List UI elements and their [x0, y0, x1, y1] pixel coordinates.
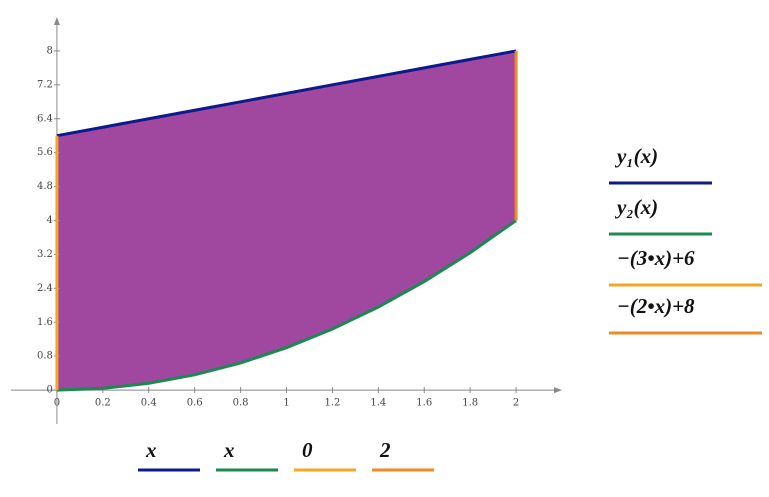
x-legend-label: 0 — [302, 438, 313, 462]
legend-label: −(3•x)+6 — [617, 246, 695, 270]
y-tick-label: 3.2 — [37, 249, 53, 260]
series-line — [56, 49, 517, 138]
legend-label: y₁(x) — [614, 144, 658, 168]
y-tick-label: 1.6 — [37, 317, 53, 328]
x-legend-label: x — [145, 438, 157, 462]
y-tick-label: 2.4 — [37, 283, 53, 294]
x-tick-label: 0.6 — [187, 398, 203, 409]
x-tick-label: 0 — [54, 398, 60, 409]
y-tick-label: 0 — [47, 385, 53, 396]
x-tick-label: 2 — [513, 398, 519, 409]
x-tick-label: 1 — [283, 398, 289, 409]
y-tick-label: 5.6 — [37, 147, 53, 158]
x-tick-label: 1.8 — [462, 398, 478, 409]
fill-region — [56, 50, 517, 391]
y-tick-label: 7.2 — [37, 79, 53, 90]
x-legend-label: 2 — [379, 438, 391, 462]
y-tick-label: 6.4 — [37, 113, 53, 124]
series-line — [56, 219, 517, 392]
x-legend-label: x — [223, 438, 235, 462]
y-tick-label: 8 — [47, 45, 53, 56]
x-tick-label: 1.6 — [416, 398, 432, 409]
legend-label: y₂(x) — [614, 195, 658, 219]
x-axis-arrow — [554, 387, 562, 394]
x-tick-label: 0.2 — [95, 398, 111, 409]
x-tick-label: 0.8 — [233, 398, 249, 409]
y-axis-arrow — [53, 17, 60, 25]
legend-label: −(2•x)+8 — [617, 294, 695, 318]
y-tick-label: 4.8 — [37, 181, 53, 192]
x-tick-label: 0.4 — [141, 398, 157, 409]
x-tick-label: 1.2 — [324, 398, 340, 409]
y-tick-label: 4 — [47, 215, 53, 226]
y-tick-label: 0.8 — [37, 351, 53, 362]
x-tick-label: 1.4 — [370, 398, 386, 409]
